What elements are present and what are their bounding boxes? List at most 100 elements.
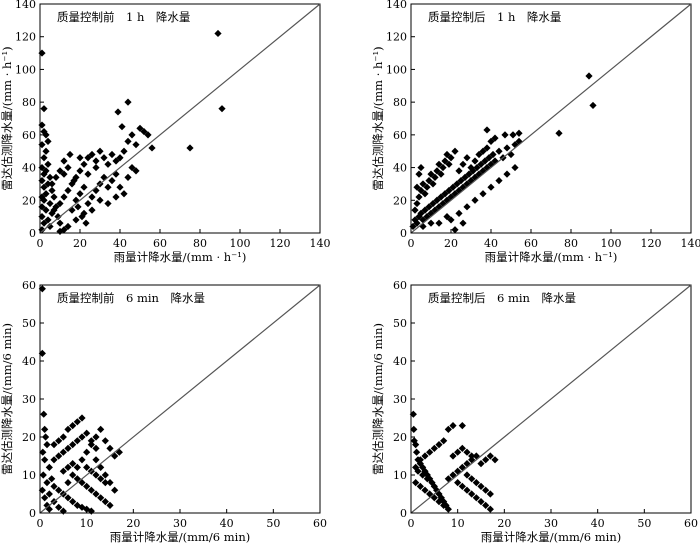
data-point <box>83 482 91 490</box>
data-point <box>78 479 86 487</box>
data-point <box>83 463 91 471</box>
data-point <box>46 173 54 181</box>
data-point <box>69 422 77 430</box>
data-point <box>104 183 112 191</box>
data-point <box>104 199 112 208</box>
data-point <box>73 418 81 426</box>
data-point <box>40 219 48 227</box>
data-point <box>96 147 104 155</box>
data-point <box>44 180 52 188</box>
data-point <box>455 167 463 175</box>
data-point <box>50 441 58 449</box>
data-point <box>106 444 114 452</box>
chart-title: 质量控制后 6 min 降水量 <box>428 291 576 305</box>
data-point <box>468 456 476 464</box>
data-point <box>64 222 72 231</box>
data-point <box>483 144 491 152</box>
chart-panel-3: 0 10 20 30 40 50 60 0 10 20 30 40 50 60 质量控制前 6 min 降水… <box>0 279 327 544</box>
data-point <box>80 183 88 191</box>
data-point <box>486 452 494 460</box>
data-point <box>589 101 597 110</box>
data-point <box>419 471 427 479</box>
data-point <box>449 183 457 191</box>
data-point <box>55 452 63 460</box>
data-point <box>435 160 443 168</box>
data-point <box>429 180 437 188</box>
data-point <box>555 129 563 137</box>
y-tick-label: 40 <box>393 162 407 175</box>
data-point <box>48 186 56 195</box>
data-point <box>444 475 452 483</box>
data-point <box>443 150 451 159</box>
data-point <box>471 157 479 165</box>
data-point <box>42 190 50 198</box>
data-point <box>124 98 132 106</box>
data-point <box>501 131 509 139</box>
data-point <box>84 199 92 208</box>
data-point <box>412 441 420 449</box>
data-point <box>417 163 425 172</box>
data-point <box>487 137 495 145</box>
data-point <box>48 180 56 188</box>
data-point <box>112 170 120 178</box>
x-tick-label: 60 <box>153 237 167 250</box>
data-point <box>76 154 84 162</box>
y-tick-label: 10 <box>393 469 407 482</box>
data-point <box>463 486 471 494</box>
x-axis-label: 雨量计降水量/(mm/6 min) <box>110 530 251 544</box>
data-point <box>482 501 490 509</box>
data-point <box>40 170 48 178</box>
data-point <box>427 219 435 227</box>
data-point <box>128 163 136 172</box>
data-point <box>60 193 68 201</box>
data-point <box>431 173 439 181</box>
data-point <box>413 448 421 456</box>
data-point <box>104 160 112 168</box>
y-axis-label: 雷达估测降水量/(mm · h⁻¹) <box>0 46 14 190</box>
reference-line <box>39 3 321 234</box>
data-point <box>83 429 91 437</box>
data-point <box>92 444 100 452</box>
data-point <box>416 460 424 468</box>
data-point <box>84 154 92 162</box>
data-point <box>507 150 515 159</box>
y-tick-label: 0 <box>400 227 407 240</box>
data-point <box>486 505 494 513</box>
data-point <box>115 448 123 456</box>
data-point <box>463 448 471 456</box>
data-point <box>116 183 124 191</box>
reference-line <box>39 284 321 514</box>
data-point <box>481 157 489 165</box>
data-point <box>430 482 438 490</box>
data-point <box>68 180 76 188</box>
data-point <box>441 190 449 198</box>
data-point <box>45 463 53 471</box>
data-point <box>120 190 128 198</box>
data-point <box>140 127 148 136</box>
data-point <box>482 456 490 464</box>
data-point <box>73 437 81 445</box>
data-point <box>56 167 64 175</box>
data-point <box>56 227 64 235</box>
data-point <box>88 193 96 201</box>
y-tick-label: 100 <box>386 63 407 76</box>
x-tick-label: 60 <box>524 237 538 250</box>
data-point <box>106 501 114 509</box>
data-point <box>38 49 46 57</box>
data-point <box>440 437 448 445</box>
y-tick-label: 30 <box>22 393 36 406</box>
data-point <box>472 479 480 487</box>
data-points <box>38 285 123 515</box>
data-point <box>503 170 511 178</box>
data-point <box>425 203 433 211</box>
data-point <box>439 163 447 172</box>
data-point <box>52 173 60 181</box>
data-point <box>440 501 448 509</box>
data-point <box>444 425 452 433</box>
data-point <box>489 150 497 159</box>
data-point <box>454 479 462 487</box>
data-point <box>44 137 52 145</box>
data-point <box>101 437 109 445</box>
y-tick-label: 20 <box>393 194 407 207</box>
